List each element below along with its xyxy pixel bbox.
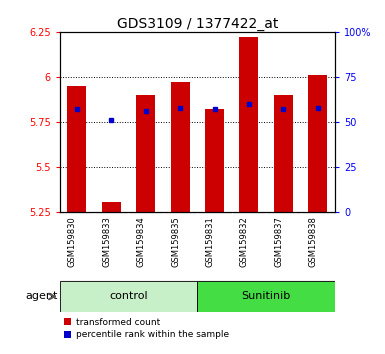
Text: control: control [109, 291, 148, 302]
FancyBboxPatch shape [60, 281, 197, 312]
Text: GSM159835: GSM159835 [171, 216, 180, 267]
Text: GSM159834: GSM159834 [137, 216, 146, 267]
Bar [102, 201, 121, 212]
Text: agent: agent [25, 291, 58, 302]
Bar [308, 75, 327, 212]
Text: Sunitinib: Sunitinib [241, 291, 291, 302]
Text: GSM159831: GSM159831 [206, 216, 214, 267]
Bar [67, 86, 86, 212]
Text: GSM159833: GSM159833 [102, 216, 111, 267]
Bar [239, 37, 258, 212]
Text: GSM159830: GSM159830 [68, 216, 77, 267]
Title: GDS3109 / 1377422_at: GDS3109 / 1377422_at [117, 17, 278, 31]
Text: GSM159837: GSM159837 [275, 216, 283, 267]
Text: GSM159838: GSM159838 [309, 216, 318, 267]
Bar [171, 82, 189, 212]
Bar [136, 95, 155, 212]
FancyBboxPatch shape [197, 281, 335, 312]
Bar [205, 109, 224, 212]
Legend: transformed count, percentile rank within the sample: transformed count, percentile rank withi… [64, 318, 229, 339]
Text: GSM159832: GSM159832 [240, 216, 249, 267]
Bar [274, 95, 293, 212]
